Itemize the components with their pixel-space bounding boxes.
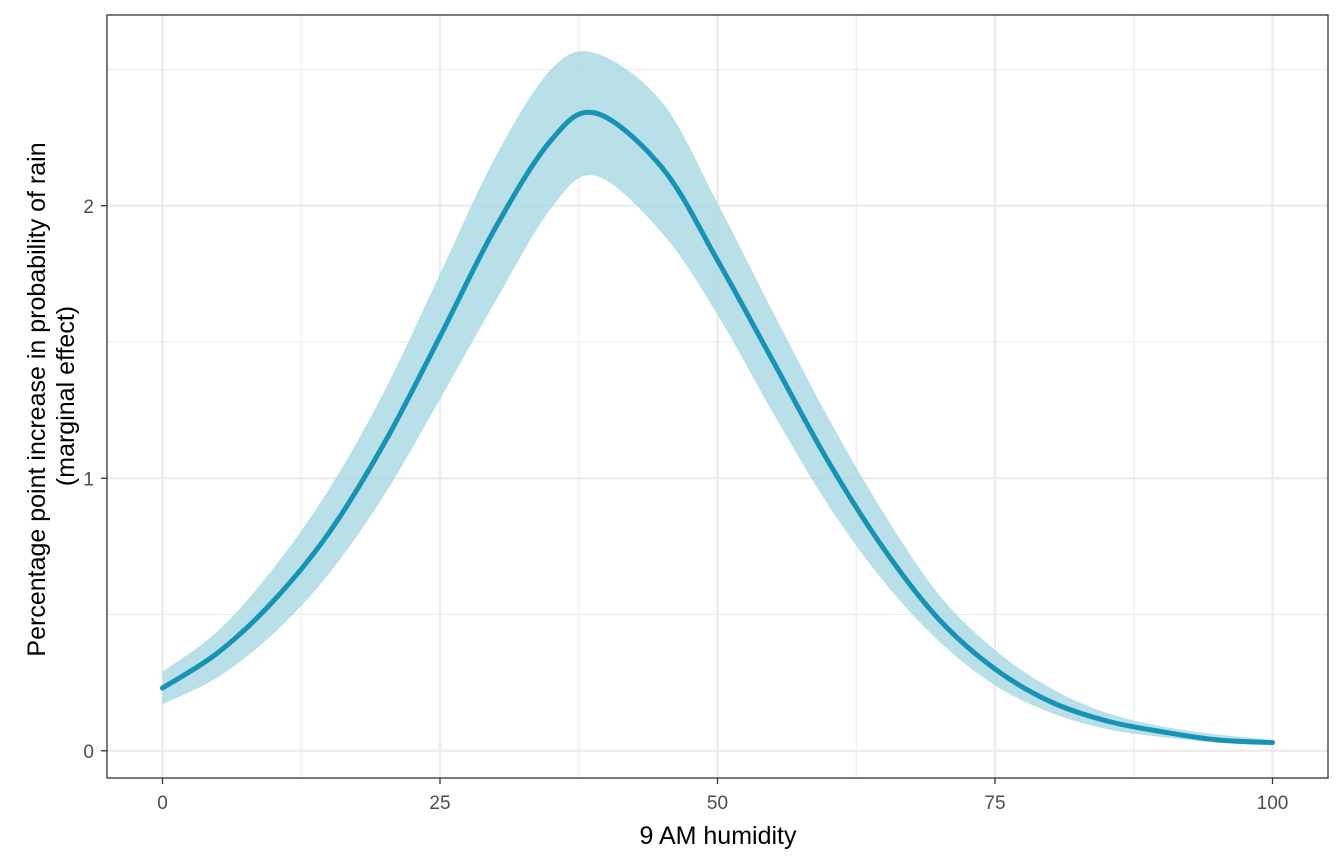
y-tick-label: 1	[83, 469, 94, 490]
x-tick-label: 75	[984, 793, 1005, 814]
x-tick-label: 50	[707, 793, 728, 814]
y-tick-label: 0	[83, 742, 94, 763]
data-point	[1159, 729, 1164, 735]
data-point	[493, 225, 498, 231]
confidence-band	[162, 50, 1273, 746]
data-point	[937, 617, 942, 623]
data-point	[592, 110, 598, 116]
data-point	[715, 257, 720, 263]
data-point	[160, 685, 165, 691]
data-point	[271, 598, 276, 604]
data-point	[992, 666, 998, 672]
y-axis-title-line-1: Percentage point increase in probability…	[23, 142, 51, 656]
series-line-layer	[160, 109, 1275, 746]
data-point	[1103, 718, 1109, 724]
data-point	[1048, 699, 1053, 705]
x-axis-title: 9 AM humidity	[639, 822, 797, 850]
confidence-band-layer	[162, 50, 1273, 746]
data-point	[548, 137, 554, 143]
data-point	[659, 165, 665, 171]
data-point	[437, 334, 443, 340]
y-axis-title: Percentage point increase in probability…	[23, 135, 80, 656]
data-point	[881, 546, 887, 552]
tick-layer: 0 25 50 75 100 0 1 2	[83, 197, 1288, 814]
data-point	[326, 530, 332, 536]
data-point	[826, 459, 831, 465]
data-point	[215, 650, 221, 656]
data-point	[1214, 737, 1220, 743]
data-point	[382, 440, 387, 446]
x-tick-label: 25	[429, 793, 450, 814]
data-point	[770, 358, 776, 364]
x-tick-label: 100	[1257, 793, 1289, 814]
y-tick-label: 2	[83, 197, 94, 218]
data-point	[1270, 740, 1275, 746]
x-tick-label: 0	[157, 793, 168, 814]
y-axis-title-line-2: (marginal effect)	[52, 306, 80, 486]
grid-layer	[107, 15, 1328, 778]
